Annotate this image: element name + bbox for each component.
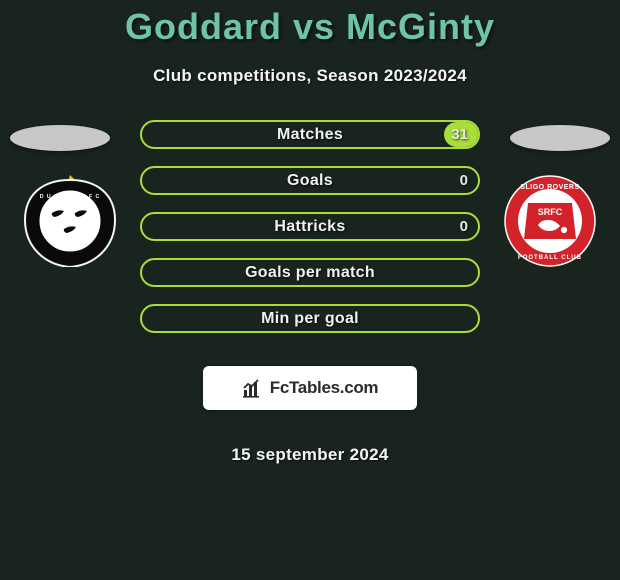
date-text: 15 september 2024 bbox=[140, 445, 480, 465]
stat-label: Goals bbox=[287, 172, 333, 190]
club-crest-left: D U N D A L K F C bbox=[20, 175, 120, 267]
stat-row-hattricks: Hattricks 0 bbox=[140, 212, 480, 241]
stat-label: Matches bbox=[277, 126, 343, 144]
stats-container: Matches 31 Goals 0 Hattricks 0 Goals per… bbox=[140, 120, 480, 465]
svg-text:SRFC: SRFC bbox=[538, 207, 563, 217]
stat-value-right: 0 bbox=[460, 168, 468, 193]
player-left-avatar bbox=[10, 125, 110, 151]
page-title: Goddard vs McGinty bbox=[0, 0, 620, 48]
player-right-avatar bbox=[510, 125, 610, 151]
stat-value-right: 0 bbox=[460, 214, 468, 239]
stat-value-right: 31 bbox=[451, 122, 468, 147]
club-crest-right: SLIGO ROVERS FOOTBALL CLUB SRFC bbox=[503, 175, 597, 267]
stat-label: Hattricks bbox=[274, 218, 345, 236]
svg-text:FOOTBALL CLUB: FOOTBALL CLUB bbox=[518, 255, 582, 261]
stat-row-matches: Matches 31 bbox=[140, 120, 480, 149]
stat-label: Goals per match bbox=[245, 264, 375, 282]
stat-label: Min per goal bbox=[261, 310, 359, 328]
svg-text:SLIGO ROVERS: SLIGO ROVERS bbox=[520, 184, 579, 191]
stat-row-goals-per-match: Goals per match bbox=[140, 258, 480, 287]
chart-icon bbox=[242, 377, 264, 399]
brand-plate[interactable]: FcTables.com bbox=[203, 366, 417, 410]
brand-text: FcTables.com bbox=[270, 378, 379, 398]
svg-text:D U N D A L K F C: D U N D A L K F C bbox=[40, 194, 101, 200]
subtitle: Club competitions, Season 2023/2024 bbox=[0, 66, 620, 86]
stat-row-goals: Goals 0 bbox=[140, 166, 480, 195]
stat-row-min-per-goal: Min per goal bbox=[140, 304, 480, 333]
